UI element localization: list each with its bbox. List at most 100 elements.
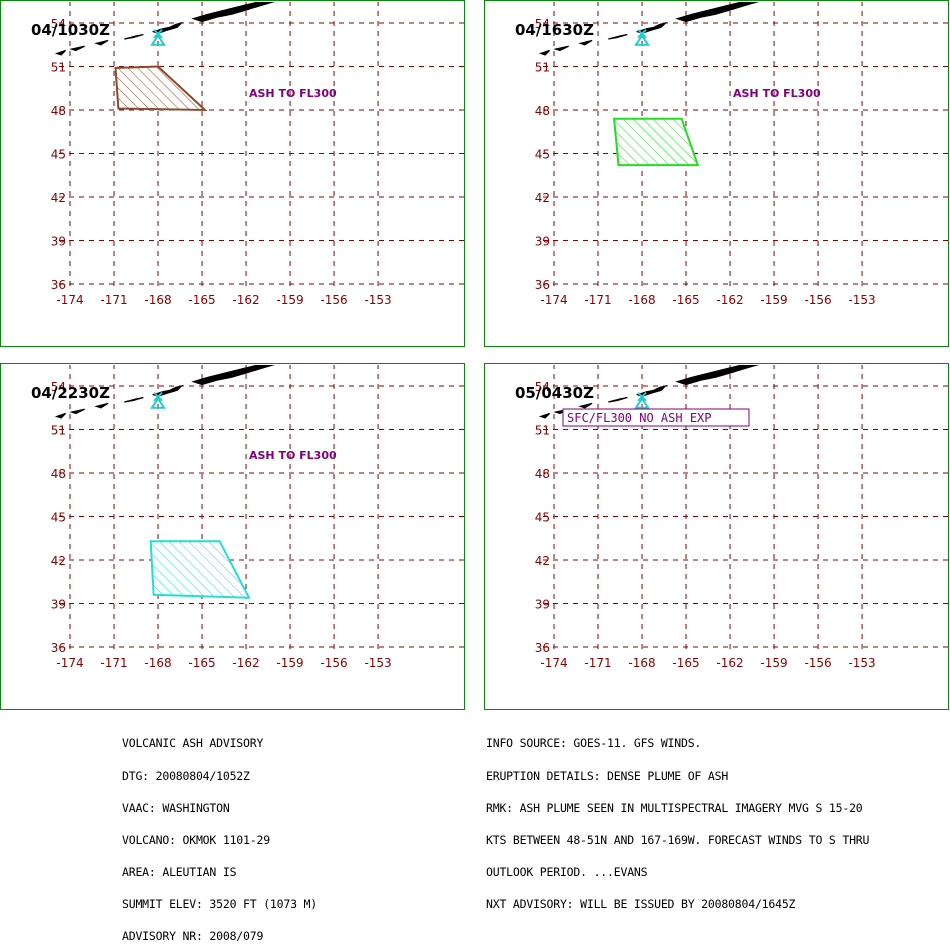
lon-tick-label: -165 xyxy=(188,656,215,670)
advisory-line: VOLCANIC ASH ADVISORY xyxy=(122,736,264,751)
volcano-icon xyxy=(634,28,650,46)
lon-tick-label: -162 xyxy=(716,656,743,670)
ash-level-label: ASH TO FL300 xyxy=(249,87,337,100)
lon-tick-label: -156 xyxy=(804,293,831,307)
map-svg: 54 51 48 45 42 39 36-174 -171 -168 -165 -162 -159 -1… xyxy=(515,365,949,670)
volcano-icon xyxy=(634,391,650,409)
lon-tick-label: -156 xyxy=(320,293,347,307)
forecast-panel-3: 54 51 48 45 42 39 36 -174 -171 -168 -165 -162 -159 -1… xyxy=(0,363,465,710)
ash-plume-polygon xyxy=(114,65,208,112)
lon-tick-label: -171 xyxy=(100,656,127,670)
lat-tick-label: 42 xyxy=(51,191,66,205)
lon-tick-label: -168 xyxy=(628,293,655,307)
lat-tick-label: 54 xyxy=(535,380,550,394)
lon-tick-label: -162 xyxy=(232,656,259,670)
lon-tick-label: -159 xyxy=(276,293,303,307)
lat-tick-label: 45 xyxy=(535,148,550,162)
lat-tick-label: 51 xyxy=(51,424,66,438)
lon-tick-label: -171 xyxy=(100,293,127,307)
lon-tick-label: -162 xyxy=(232,293,259,307)
coastline-island xyxy=(553,45,569,52)
map-svg: 54 51 48 45 42 39 36-174 -171 -168 -165 -162 -159 -1… xyxy=(31,365,465,670)
lon-tick-label: -162 xyxy=(716,293,743,307)
advisory-line: INFO SOURCE: GOES-11. GFS WINDS. xyxy=(486,736,702,751)
advisory-line: OUTLOOK PERIOD. ...EVANS xyxy=(486,864,648,879)
advisory-line: KTS BETWEEN 48-51N AND 167-169W. FORECAS… xyxy=(486,832,870,847)
coastline-mainland xyxy=(191,2,276,23)
coastline-mainland xyxy=(675,365,760,386)
coastline-island xyxy=(578,39,593,46)
lat-tick-label: 42 xyxy=(535,191,550,205)
lon-tick-label: -168 xyxy=(144,293,171,307)
lon-tick-label: -153 xyxy=(848,656,875,670)
lat-tick-label: 51 xyxy=(535,61,550,75)
valid-time-label: 05/0430Z xyxy=(515,384,594,402)
volcano-icon xyxy=(150,28,166,46)
lat-tick-label: 39 xyxy=(535,598,550,612)
ash-plume-polygon xyxy=(613,117,700,167)
lat-tick-label: 39 xyxy=(51,598,66,612)
advisory-line: VOLCANO: OKMOK 1101-29 xyxy=(122,832,270,847)
lon-tick-label: -159 xyxy=(276,656,303,670)
ash-level-label: ASH TO FL300 xyxy=(249,449,337,462)
coastline-island xyxy=(54,412,67,419)
coastline-island xyxy=(608,34,628,40)
lat-tick-label: 42 xyxy=(51,554,66,568)
lat-tick-label: 36 xyxy=(51,278,66,292)
advisory-line: RMK: ASH PLUME SEEN IN MULTISPECTRAL IMA… xyxy=(486,800,863,815)
lon-tick-label: -174 xyxy=(56,293,83,307)
coastline-island xyxy=(538,412,551,419)
lat-tick-label: 36 xyxy=(535,641,550,655)
advisory-right-block: INFO SOURCE: GOES-11. GFS WINDS. ERUPTIO… xyxy=(486,717,869,920)
volcano-icon xyxy=(150,391,166,409)
lon-tick-label: -174 xyxy=(540,656,567,670)
lat-tick-label: 48 xyxy=(51,104,66,118)
coastline-mainland xyxy=(191,365,276,386)
lat-tick-label: 48 xyxy=(535,467,550,481)
lat-tick-label: 45 xyxy=(51,511,66,525)
lon-tick-label: -165 xyxy=(188,293,215,307)
lat-tick-label: 45 xyxy=(51,148,66,162)
ash-level-label: ASH TO FL300 xyxy=(733,87,821,100)
lat-tick-label: 48 xyxy=(51,467,66,481)
lon-tick-label: -153 xyxy=(364,656,391,670)
coastline-island xyxy=(94,39,109,46)
coastline-island xyxy=(69,408,85,415)
forecast-panel-2: 54 51 48 45 42 39 36 -174 -171 -168 -165 -162 -159 -1… xyxy=(484,0,949,347)
lat-tick-label: 42 xyxy=(535,554,550,568)
advisory-line: SUMMIT ELEV: 3520 FT (1073 M) xyxy=(122,896,317,911)
lon-tick-label: -168 xyxy=(628,656,655,670)
coastline-island xyxy=(538,49,551,56)
lon-tick-label: -156 xyxy=(320,656,347,670)
valid-time-label: 04/2230Z xyxy=(31,384,110,402)
lat-tick-label: 36 xyxy=(51,641,66,655)
coastline-mainland xyxy=(675,2,760,23)
forecast-panel-1: 54 51 48 45 42 39 36 -174 -171 -168 -165 -162 -159 -1… xyxy=(0,0,465,347)
lon-tick-label: -165 xyxy=(672,656,699,670)
lat-tick-label: 54 xyxy=(51,17,66,31)
lon-tick-label: -153 xyxy=(848,293,875,307)
lon-tick-label: -159 xyxy=(760,656,787,670)
coastline-island xyxy=(94,402,109,409)
lat-tick-label: 54 xyxy=(535,17,550,31)
coastline-island xyxy=(54,49,67,56)
map-svg: 54 51 48 45 42 39 36-174 -171 -168 -165 -162 -159 -1… xyxy=(31,2,465,307)
advisory-line: NXT ADVISORY: WILL BE ISSUED BY 20080804… xyxy=(486,896,796,911)
advisory-line: ADVISORY NR: 2008/079 xyxy=(122,928,264,943)
lon-tick-label: -159 xyxy=(760,293,787,307)
lat-tick-label: 39 xyxy=(535,235,550,249)
lat-tick-label: 51 xyxy=(535,424,550,438)
lat-tick-label: 48 xyxy=(535,104,550,118)
lon-tick-label: -168 xyxy=(144,656,171,670)
coastline-island xyxy=(578,402,593,409)
advisory-left-block: VOLCANIC ASH ADVISORY DTG: 20080804/1052… xyxy=(122,717,317,952)
advisory-line: DTG: 20080804/1052Z xyxy=(122,768,250,783)
coastline-island xyxy=(124,34,144,40)
lon-tick-label: -156 xyxy=(804,656,831,670)
coastline-island xyxy=(69,45,85,52)
lon-tick-label: -171 xyxy=(584,656,611,670)
valid-time-label: 04/1030Z xyxy=(31,21,110,39)
forecast-panel-4: 54 51 48 45 42 39 36 -174 -171 -168 -165 -162 -159 -1… xyxy=(484,363,949,710)
valid-time-label: 04/1630Z xyxy=(515,21,594,39)
map-svg: 54 51 48 45 42 39 36-174 -171 -168 -165 -162 -159 -1… xyxy=(515,2,949,307)
